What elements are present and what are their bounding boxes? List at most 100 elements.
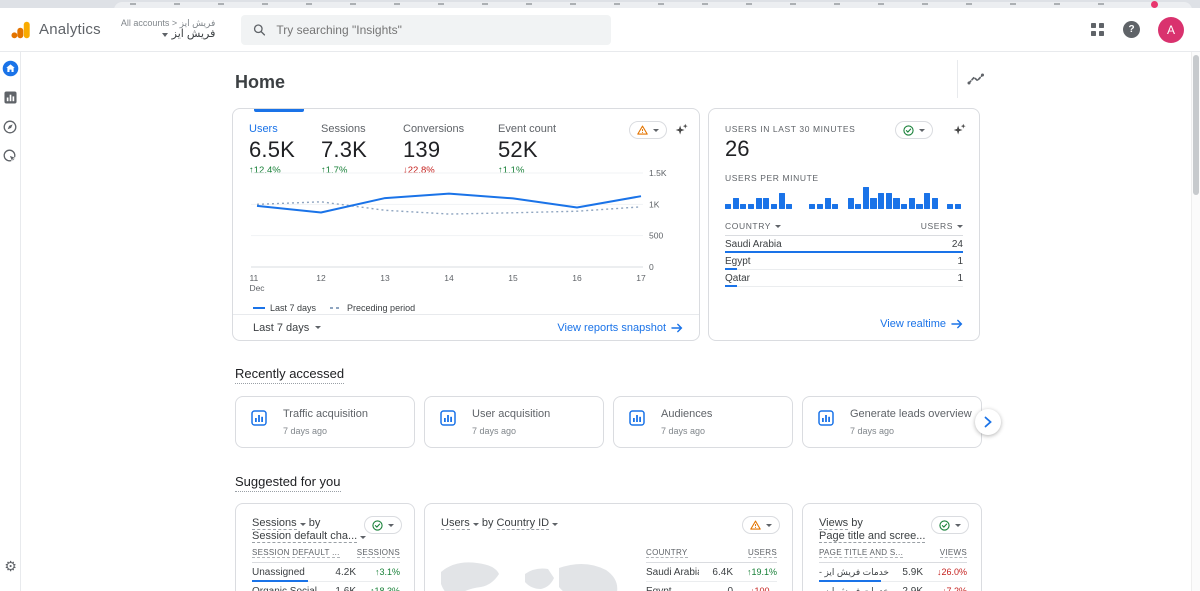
chevron-down-icon: [919, 128, 925, 132]
dimension-selector[interactable]: Session default cha...: [252, 530, 358, 543]
sidebar-item-home[interactable]: [2, 60, 19, 77]
chevron-down-icon: [299, 523, 306, 526]
metric-value: 52K: [498, 137, 538, 162]
view-realtime-link[interactable]: View realtime: [880, 318, 963, 330]
account-switcher[interactable]: فريش ايز: [121, 28, 215, 41]
sidebar-item-advertising[interactable]: [2, 147, 19, 164]
warning-triangle-icon: [637, 125, 648, 135]
metric-value: 139: [403, 137, 441, 162]
page-scrollbar[interactable]: [1191, 52, 1200, 591]
recent-report-card-traffic-acquisition[interactable]: Traffic acquisition 7 days ago: [235, 396, 415, 448]
value-column-header[interactable]: USERS: [747, 548, 777, 558]
insights-sparkle-icon[interactable]: [951, 122, 967, 143]
country-name: Qatar: [725, 272, 751, 284]
chevron-down-icon: [360, 536, 367, 539]
metric-label[interactable]: Sessions: [321, 123, 366, 135]
value-bar: [819, 580, 882, 582]
search-bar[interactable]: [241, 14, 612, 45]
report-card-title: Traffic acquisition: [283, 408, 368, 420]
metric-selector[interactable]: Views: [819, 517, 849, 530]
main-content: Home Users 6.5K ↑12.4% Sessions 7.3K ↑1.…: [21, 52, 1200, 591]
suggested-card-users-by-country: Users by Country ID COUNTRY USE: [424, 503, 793, 591]
search-input[interactable]: [276, 22, 600, 37]
sidebar-item-settings[interactable]: [0, 558, 21, 575]
scrollbar-thumb[interactable]: [1193, 55, 1199, 195]
active-tab-indicator: [254, 109, 304, 112]
country-name: Egypt: [725, 255, 751, 267]
chevron-down-icon: [775, 224, 782, 228]
report-card-age: 7 days ago: [283, 426, 328, 436]
country-users: 1: [957, 255, 963, 267]
metric-value: 7.3K: [321, 137, 368, 162]
insights-button[interactable]: [967, 70, 987, 93]
world-map: [441, 562, 618, 591]
realtime-users-value: 26: [725, 136, 750, 161]
report-card-title: Audiences: [661, 408, 713, 420]
dimension-selector[interactable]: Country ID: [496, 517, 550, 530]
analytics-logo[interactable]: Analytics: [10, 19, 101, 41]
apps-grid-icon[interactable]: [1090, 22, 1105, 37]
data-ok-badge[interactable]: [364, 516, 402, 534]
metric-selector[interactable]: Sessions: [252, 517, 297, 530]
value-bar: [725, 268, 737, 270]
dimension-selector[interactable]: Page title and scree...: [819, 530, 926, 543]
insights-sparkle-icon[interactable]: [673, 122, 689, 143]
data-ok-badge[interactable]: [931, 516, 969, 534]
metric-users[interactable]: Users 6.5K ↑12.4%: [249, 123, 295, 177]
data-quality-warning-badge[interactable]: [629, 121, 667, 139]
report-icon: [251, 410, 267, 431]
users-per-minute-label: USERS PER MINUTE: [725, 173, 819, 183]
app-name: Analytics: [39, 21, 101, 38]
metric-event-count[interactable]: Event count 52K ↑1.1%: [498, 123, 556, 177]
help-icon[interactable]: ?: [1123, 21, 1140, 38]
svg-text:500: 500: [649, 231, 663, 241]
data-quality-warning-badge[interactable]: [742, 516, 780, 534]
check-circle-icon: [939, 519, 950, 531]
dimension-column-header[interactable]: SESSION DEFAULT ...: [252, 548, 340, 558]
chevron-down-icon: [315, 326, 322, 329]
breadcrumb-path: All accounts > فريش ايز: [120, 18, 216, 28]
date-range-label: Last 7 days: [253, 321, 310, 334]
metric-label[interactable]: Event count: [498, 123, 557, 135]
svg-text:1K: 1K: [649, 199, 660, 209]
metric-change: ↑1.1%: [498, 165, 525, 176]
metric-selector[interactable]: Users: [441, 517, 470, 530]
avatar[interactable]: A: [1158, 16, 1184, 43]
realtime-country-row: Saudi Arabia 24: [725, 236, 963, 253]
report-icon: [440, 410, 456, 431]
carousel-next-button[interactable]: [975, 409, 1001, 435]
data-ok-badge[interactable]: [895, 121, 933, 139]
check-circle-icon: [372, 519, 383, 531]
sidebar-item-explore[interactable]: [2, 118, 19, 135]
suggested-for-you-title[interactable]: Suggested for you: [235, 474, 341, 492]
dimension-column-header[interactable]: PAGE TITLE AND S...: [819, 548, 904, 558]
country-column-header[interactable]: COUNTRY: [725, 221, 782, 231]
value-column-header[interactable]: SESSIONS: [356, 548, 400, 558]
recent-report-card-generate-leads[interactable]: Generate leads overview 7 days ago: [802, 396, 982, 448]
chevron-down-icon: [161, 32, 168, 37]
value-column-header[interactable]: VIEWS: [939, 548, 967, 558]
chevron-down-icon: [388, 523, 394, 527]
recent-report-card-user-acquisition[interactable]: User acquisition 7 days ago: [424, 396, 604, 448]
country-users: 1: [957, 272, 963, 284]
sessions-table: SESSION DEFAULT ... SESSIONS Unassigned …: [252, 548, 400, 591]
metric-sessions[interactable]: Sessions 7.3K ↑1.7%: [321, 123, 367, 177]
recent-report-card-audiences[interactable]: Audiences 7 days ago: [613, 396, 793, 448]
arrow-right-icon: [671, 323, 683, 332]
metric-label[interactable]: Conversions: [403, 123, 465, 135]
sidebar-item-reports[interactable]: [2, 89, 19, 106]
recently-accessed-title[interactable]: Recently accessed: [235, 366, 345, 384]
date-range-selector[interactable]: Last 7 days: [253, 321, 322, 334]
explore-compass-icon: [3, 120, 17, 133]
metric-label[interactable]: Users: [249, 123, 278, 135]
view-reports-snapshot-link[interactable]: View reports snapshot: [557, 322, 683, 334]
metric-conversions[interactable]: Conversions 139 ↓22.8%: [403, 123, 464, 177]
dimension-column-header[interactable]: COUNTRY: [646, 548, 688, 558]
users-per-minute-chart: [725, 185, 961, 209]
legend-label: Last 7 days: [270, 303, 317, 313]
legend-item: Preceding period: [330, 303, 415, 313]
report-card-age: 7 days ago: [850, 426, 895, 436]
users-column-header[interactable]: USERS: [921, 221, 963, 231]
suggested-card-views-by-page: Views by Page title and scree... PAGE TI…: [802, 503, 982, 591]
report-card-age: 7 days ago: [661, 426, 706, 436]
